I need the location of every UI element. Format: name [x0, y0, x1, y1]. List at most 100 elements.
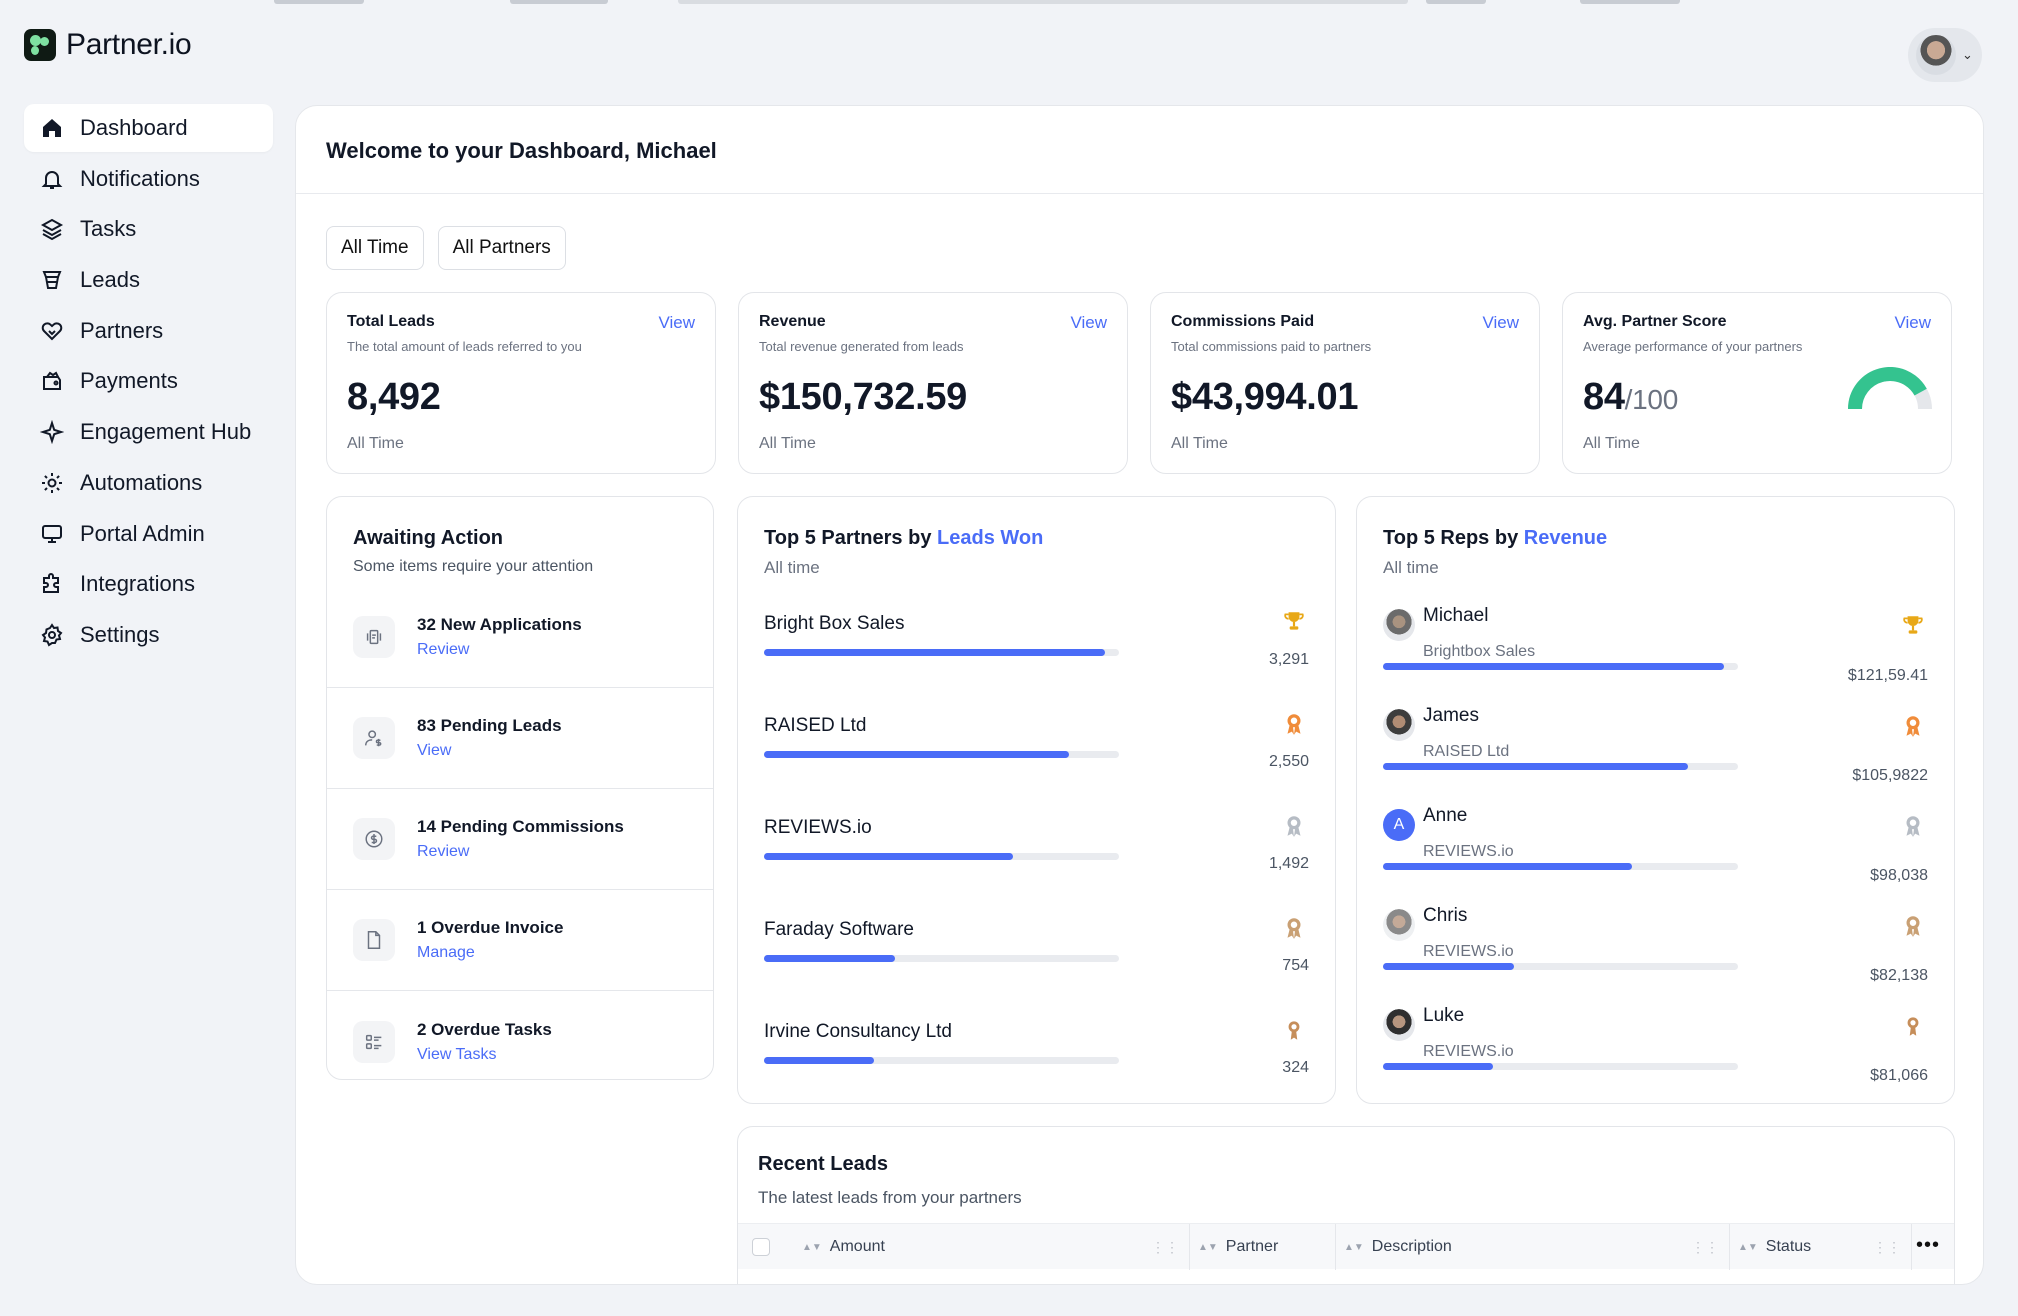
brand-logo[interactable]: Partner.io — [24, 28, 192, 62]
sidebar-item-label: Portal Admin — [80, 520, 205, 546]
rep-company: REVIEWS.io — [1423, 1043, 1514, 1060]
score-value: 84 — [1583, 376, 1625, 418]
view-link[interactable]: View — [1482, 313, 1519, 332]
avatar — [1383, 709, 1415, 741]
sidebar-item-integrations[interactable]: Integrations — [24, 560, 273, 608]
sidebar-item-label: Tasks — [80, 216, 137, 242]
item-title: 32 New Applications — [417, 615, 582, 634]
stat-value: $43,994.01 — [1171, 376, 1359, 418]
stat-value: 84/100 — [1583, 376, 1931, 419]
review-link[interactable]: Review — [417, 641, 470, 658]
drag-handle-icon[interactable]: ⋮⋮ — [1873, 1238, 1901, 1255]
wallet-icon — [43, 371, 61, 391]
progress-fill — [764, 751, 1070, 758]
partner-row[interactable]: REVIEWS.io 1,492 — [764, 813, 1309, 903]
card-title: Top 5 Reps by Revenue — [1383, 527, 1928, 550]
user-menu-button[interactable]: ⌄ — [1908, 28, 1982, 82]
rep-name: Anne — [1423, 805, 1468, 826]
awaiting-action-card: Awaiting Action Some items require your … — [326, 496, 714, 1080]
card-subtitle: All time — [1383, 558, 1439, 577]
rep-row[interactable]: A Anne REVIEWS.io $98,038 — [1383, 805, 1928, 903]
partners-filter-button[interactable]: All Partners — [437, 226, 566, 270]
list-item: 1 Overdue Invoice Manage — [327, 890, 713, 991]
application-icon — [353, 616, 395, 658]
recent-leads-card: Recent Leads The latest leads from your … — [737, 1126, 1955, 1284]
brand-name: Partner.io — [66, 28, 192, 61]
more-options-icon[interactable]: ••• — [1915, 1234, 1940, 1256]
rep-row[interactable]: Michael Brightbox Sales $121,59.41 — [1383, 605, 1928, 703]
progress-track — [764, 1057, 1119, 1064]
view-link[interactable]: View — [1894, 313, 1931, 332]
progress-fill — [1383, 663, 1724, 670]
view-link[interactable]: View — [658, 313, 695, 332]
stat-value: $150,732.59 — [759, 376, 968, 418]
sidebar-item-label: Notifications — [80, 165, 200, 191]
sidebar-item-automations[interactable]: Automations — [24, 459, 273, 507]
progress-track — [1383, 963, 1738, 970]
partner-row[interactable]: Bright Box Sales 3,291 — [764, 609, 1309, 699]
medal-bronze-icon — [1287, 918, 1301, 939]
column-header-description[interactable]: ▲▼ Description ⋮⋮ — [1336, 1224, 1730, 1270]
item-title: 2 Overdue Tasks — [417, 1019, 552, 1039]
trophy-gold-icon — [1903, 616, 1923, 634]
sidebar-item-leads[interactable]: Leads — [24, 256, 273, 304]
chevron-down-icon: ⌄ — [1962, 47, 1973, 62]
time-filter-button[interactable]: All Time — [326, 226, 424, 270]
progress-fill — [764, 853, 1013, 860]
column-label: Amount — [829, 1238, 885, 1255]
column-header-partner[interactable]: ▲▼ Partner — [1190, 1224, 1336, 1270]
top-reps-card: Top 5 Reps by Revenue All time Michael B… — [1356, 496, 1955, 1104]
monitor-icon — [42, 524, 62, 543]
stat-footer: All Time — [759, 435, 816, 452]
partner-row[interactable]: Faraday Software 754 — [764, 915, 1309, 1005]
title-highlight: Leads Won — [937, 527, 1044, 549]
rep-row[interactable]: James RAISED Ltd $105,9822 — [1383, 705, 1928, 803]
manage-link[interactable]: Manage — [417, 944, 475, 961]
sidebar-item-dashboard[interactable]: Dashboard — [24, 104, 273, 152]
avatar: A — [1383, 809, 1415, 841]
filter-bar: All Time All Partners — [326, 226, 566, 270]
progress-track — [764, 853, 1119, 860]
sidebar-item-partners[interactable]: Partners — [24, 307, 273, 355]
partner-row[interactable]: RAISED Ltd 2,550 — [764, 711, 1309, 801]
drag-handle-icon[interactable]: ⋮⋮ — [1691, 1238, 1719, 1255]
stat-subtitle: Total commissions paid to partners — [1171, 339, 1372, 354]
sidebar-item-tasks[interactable]: Tasks — [24, 205, 273, 253]
rep-row[interactable]: Luke REVIEWS.io $81,066 — [1383, 1005, 1928, 1103]
progress-track — [1383, 663, 1738, 670]
rep-name: Luke — [1423, 1005, 1465, 1026]
sidebar-item-label: Leads — [80, 267, 140, 293]
sidebar-item-payments[interactable]: Payments — [24, 357, 273, 405]
stat-footer: All Time — [1583, 435, 1640, 452]
column-header-amount[interactable]: ▲▼ Amount ⋮⋮ — [794, 1224, 1190, 1270]
review-link[interactable]: Review — [417, 843, 470, 860]
drag-handle-icon[interactable]: ⋮⋮ — [1151, 1238, 1179, 1255]
sidebar-item-portal-admin[interactable]: Portal Admin — [24, 510, 273, 558]
view-link[interactable]: View — [417, 742, 452, 759]
select-all-checkbox[interactable] — [752, 1237, 770, 1256]
dollar-circle-icon — [353, 818, 395, 860]
sidebar-item-label: Partners — [80, 317, 164, 343]
sidebar-item-engagement-hub[interactable]: Engagement Hub — [24, 408, 273, 456]
view-link[interactable]: View — [1070, 313, 1107, 332]
stat-cards: Total Leads The total amount of leads re… — [326, 292, 1952, 474]
stat-title: Commissions Paid — [1171, 313, 1315, 330]
medal-bronze-icon — [1906, 916, 1920, 937]
partner-row[interactable]: Irvine Consultancy Ltd 324 — [764, 1017, 1309, 1107]
stat-subtitle: Average performance of your partners — [1583, 339, 1803, 354]
user-avatar — [1916, 35, 1956, 75]
rep-row[interactable]: Chris REVIEWS.io $82,138 — [1383, 905, 1928, 1003]
stat-footer: All Time — [347, 435, 404, 452]
top-window-strip — [260, 0, 1758, 4]
sidebar-item-settings[interactable]: Settings — [24, 611, 273, 659]
column-header-status[interactable]: ▲▼ Status ⋮⋮ — [1730, 1224, 1912, 1270]
cog-automation-icon — [42, 472, 62, 493]
progress-fill — [1383, 763, 1689, 770]
sidebar-item-label: Engagement Hub — [80, 419, 252, 445]
partner-value: 2,550 — [1268, 753, 1309, 770]
score-gauge — [1848, 367, 1932, 410]
card-subtitle: The latest leads from your partners — [758, 1188, 1022, 1207]
view-tasks-link[interactable]: View Tasks — [417, 1045, 497, 1063]
sidebar-item-notifications[interactable]: Notifications — [24, 155, 273, 203]
partner-name: RAISED Ltd — [764, 715, 867, 736]
